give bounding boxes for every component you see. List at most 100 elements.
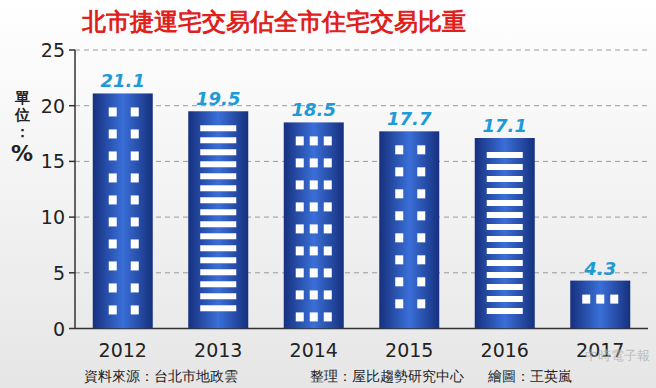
- window: [487, 248, 523, 254]
- window: [200, 125, 236, 131]
- y-axis-label: 單位：%: [11, 89, 33, 166]
- x-axis: [75, 328, 648, 330]
- window: [200, 161, 236, 167]
- x-tick-label: 2015: [385, 339, 433, 361]
- window: [109, 151, 117, 160]
- window: [131, 173, 139, 182]
- x-tick-label: 2013: [194, 339, 242, 361]
- window: [131, 305, 139, 314]
- window: [324, 290, 332, 299]
- grid-line: [75, 105, 648, 106]
- window: [200, 233, 236, 239]
- bars: [93, 93, 631, 328]
- window: [487, 200, 523, 206]
- window: [395, 167, 403, 176]
- footer-compiler: 整理：屋比趨勢研究中心: [310, 368, 464, 384]
- window: [296, 224, 304, 233]
- data-label: 21.1: [101, 70, 145, 91]
- window: [109, 217, 117, 226]
- window: [109, 195, 117, 204]
- window: [324, 158, 332, 167]
- x-tick-label: 2014: [290, 339, 338, 361]
- bar-windows: [582, 295, 618, 304]
- y-tick-label: 5: [53, 262, 65, 284]
- window: [200, 257, 236, 263]
- y-tick-label: 0: [53, 318, 65, 340]
- grid-line: [75, 272, 648, 273]
- grid-line: [75, 217, 648, 218]
- window: [487, 260, 523, 266]
- window: [200, 305, 236, 311]
- window: [296, 246, 304, 255]
- window: [324, 136, 332, 145]
- bar: [379, 131, 439, 328]
- window: [310, 290, 318, 299]
- watermark: 中時電子報: [585, 348, 650, 363]
- window: [296, 268, 304, 277]
- window: [131, 261, 139, 270]
- window: [487, 284, 523, 290]
- window: [131, 239, 139, 248]
- window: [487, 296, 523, 302]
- y-tick: [69, 216, 75, 218]
- window: [200, 293, 236, 299]
- y-tick: [69, 105, 75, 107]
- window: [324, 180, 332, 189]
- window: [417, 167, 425, 176]
- data-label: 4.3: [583, 258, 616, 279]
- window: [109, 239, 117, 248]
- data-label: 17.1: [483, 115, 527, 136]
- window: [324, 224, 332, 233]
- y-tick-label: 10: [41, 206, 65, 228]
- bar-windows: [487, 152, 523, 314]
- y-tick: [69, 328, 75, 330]
- window: [487, 188, 523, 194]
- window: [200, 137, 236, 143]
- window: [610, 295, 618, 304]
- window: [109, 261, 117, 270]
- window: [109, 107, 117, 116]
- window: [417, 255, 425, 264]
- window: [200, 173, 236, 179]
- window: [200, 185, 236, 191]
- window: [310, 246, 318, 255]
- y-tick: [69, 272, 75, 274]
- bar: [93, 93, 153, 328]
- window: [487, 164, 523, 170]
- bar: [570, 281, 630, 329]
- window: [417, 233, 425, 242]
- window: [296, 136, 304, 145]
- window: [296, 312, 304, 321]
- bar: [284, 122, 344, 328]
- window: [417, 277, 425, 286]
- window: [324, 202, 332, 211]
- window: [200, 245, 236, 251]
- window: [200, 269, 236, 275]
- window: [296, 202, 304, 211]
- window: [417, 189, 425, 198]
- window: [395, 145, 403, 154]
- window: [487, 308, 523, 314]
- window: [487, 212, 523, 218]
- y-tick-label: 25: [41, 39, 65, 61]
- window: [395, 277, 403, 286]
- x-tick-label: 2012: [99, 339, 147, 361]
- window: [324, 268, 332, 277]
- y-tick: [69, 161, 75, 163]
- window: [417, 211, 425, 220]
- bar-windows: [200, 125, 236, 311]
- window: [596, 295, 604, 304]
- footer-illustrator: 繪圖：王英嵐: [487, 368, 572, 384]
- y-tick-label: 20: [41, 95, 65, 117]
- data-label: 17.7: [387, 108, 432, 129]
- window: [310, 158, 318, 167]
- window: [109, 173, 117, 182]
- title: 北市捷運宅交易佔全市住宅交易比重: [81, 8, 466, 36]
- data-label: 18.5: [292, 99, 336, 120]
- window: [395, 233, 403, 242]
- window: [487, 272, 523, 278]
- window: [131, 107, 139, 116]
- bar: [475, 138, 535, 328]
- footer-source: 資料來源：台北市地政雲: [84, 368, 238, 384]
- window: [310, 136, 318, 145]
